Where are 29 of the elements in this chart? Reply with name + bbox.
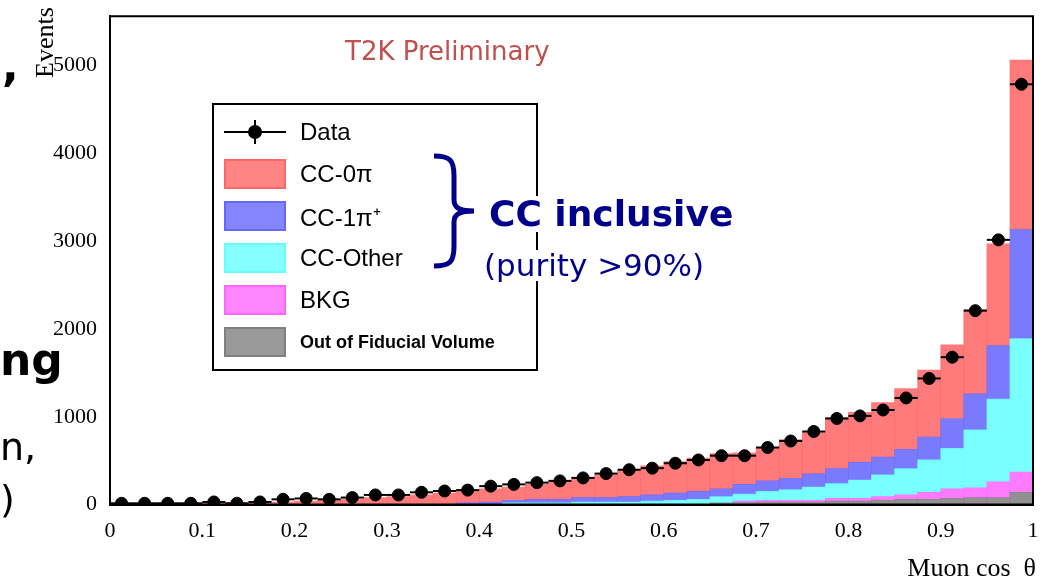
x-axis-title: Muon cos θ: [907, 553, 1036, 583]
legend-label: BKG: [300, 286, 351, 314]
y-tick-label: 1000: [53, 402, 97, 428]
y-tick-label: 4000: [53, 139, 97, 165]
x-tick-label: 0.6: [650, 516, 678, 542]
annotation: T2K Preliminary: [345, 36, 550, 66]
x-tick-label: 0.5: [557, 516, 586, 542]
y-tick-label: 0: [86, 490, 97, 516]
legend-label: Data: [300, 118, 351, 146]
text: ,: [2, 40, 19, 91]
annotation: (purity >90%): [482, 247, 707, 283]
x-tick-label: 0.1: [188, 516, 217, 542]
legend-label: CC-0π: [300, 160, 373, 188]
x-tick-label: 0.7: [742, 516, 770, 542]
x-tick-label: 1: [1027, 516, 1039, 542]
x-tick-label: 0.2: [280, 516, 309, 542]
legend-label: CC-Other: [300, 244, 403, 272]
x-tick-label: 0.3: [373, 516, 401, 542]
y-tick-label: 5000: [53, 51, 97, 77]
y-tick-label: 3000: [53, 226, 97, 252]
x-tick-label: 0: [104, 516, 116, 542]
x-tick-label: 0.8: [834, 516, 863, 542]
text: n,: [0, 425, 37, 469]
x-tick-label: 0.4: [465, 516, 493, 542]
text: ): [0, 477, 15, 521]
annotation: CC inclusive: [487, 193, 736, 234]
x-tick-label: 0.9: [926, 516, 955, 542]
legend-label: CC-1π⁺: [300, 202, 381, 233]
legend-label: Out of Fiducial Volume: [300, 331, 495, 353]
